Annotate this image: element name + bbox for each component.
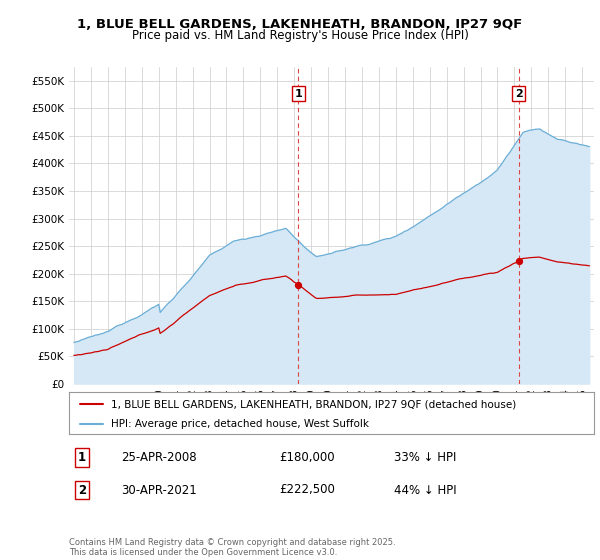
Point xyxy=(293,280,303,289)
Text: £180,000: £180,000 xyxy=(279,451,335,464)
Text: 2: 2 xyxy=(515,88,523,99)
Text: 1: 1 xyxy=(295,88,302,99)
Text: 1: 1 xyxy=(78,451,86,464)
Text: Price paid vs. HM Land Registry's House Price Index (HPI): Price paid vs. HM Land Registry's House … xyxy=(131,29,469,42)
Text: Contains HM Land Registry data © Crown copyright and database right 2025.
This d: Contains HM Land Registry data © Crown c… xyxy=(69,538,395,557)
Text: 1, BLUE BELL GARDENS, LAKENHEATH, BRANDON, IP27 9QF (detached house): 1, BLUE BELL GARDENS, LAKENHEATH, BRANDO… xyxy=(111,400,516,409)
Text: 44% ↓ HPI: 44% ↓ HPI xyxy=(395,483,457,497)
Text: HPI: Average price, detached house, West Suffolk: HPI: Average price, detached house, West… xyxy=(111,419,369,430)
Text: 1, BLUE BELL GARDENS, LAKENHEATH, BRANDON, IP27 9QF: 1, BLUE BELL GARDENS, LAKENHEATH, BRANDO… xyxy=(77,18,523,31)
Text: 25-APR-2008: 25-APR-2008 xyxy=(121,451,197,464)
Point xyxy=(514,256,523,265)
Text: 2: 2 xyxy=(78,483,86,497)
Text: 33% ↓ HPI: 33% ↓ HPI xyxy=(395,451,457,464)
Text: 30-APR-2021: 30-APR-2021 xyxy=(121,483,197,497)
Text: £222,500: £222,500 xyxy=(279,483,335,497)
